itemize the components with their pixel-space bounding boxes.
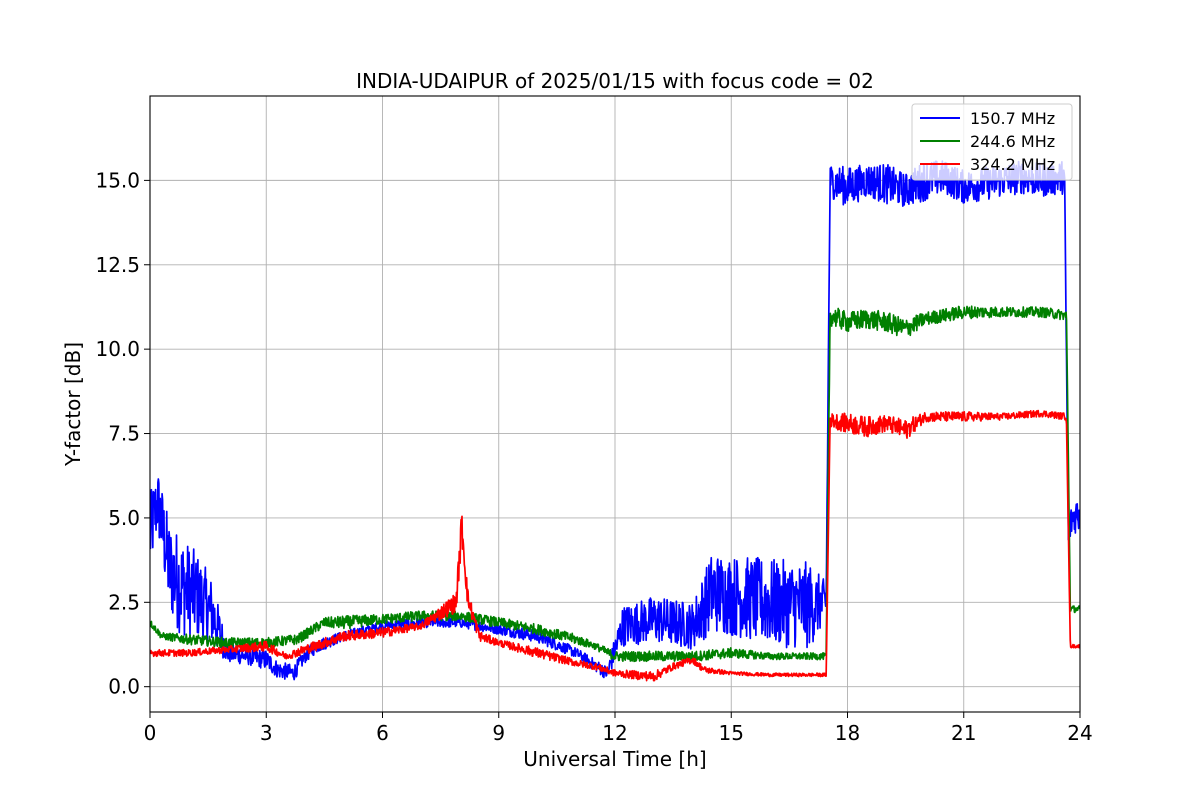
x-tick-label: 6 xyxy=(376,721,389,745)
y-tick-label: 0.0 xyxy=(108,675,140,699)
series-line-3 xyxy=(150,409,1080,682)
axis-ticks: 0 3 6 9 12 15 18 21 24 0.0 2.5 5.0 7.5 10.0 12.5 15.0 xyxy=(95,168,1092,745)
legend-label: 150.7 MHz xyxy=(970,109,1055,128)
legend-label: 324.2 MHz xyxy=(970,155,1055,174)
x-tick-label: 21 xyxy=(951,721,976,745)
x-tick-label: 18 xyxy=(835,721,860,745)
series-line-1 xyxy=(150,160,1080,681)
y-tick-label: 10.0 xyxy=(95,337,140,361)
x-axis-label: Universal Time [h] xyxy=(523,747,706,771)
x-tick-label: 15 xyxy=(719,721,744,745)
y-tick-label: 15.0 xyxy=(95,168,140,192)
y-tick-label: 7.5 xyxy=(108,422,140,446)
x-tick-label: 24 xyxy=(1067,721,1092,745)
x-tick-label: 3 xyxy=(260,721,273,745)
x-tick-label: 9 xyxy=(492,721,505,745)
y-tick-label: 5.0 xyxy=(108,506,140,530)
legend-box xyxy=(911,103,1073,181)
plot-area xyxy=(150,160,1080,682)
x-tick-label: 12 xyxy=(602,721,627,745)
legend-label: 244.6 MHz xyxy=(970,132,1055,151)
y-tick-label: 2.5 xyxy=(108,590,140,614)
x-tick-label: 0 xyxy=(144,721,157,745)
grid xyxy=(149,96,1081,712)
legend: 150.7 MHz 244.6 MHz 324.2 MHz xyxy=(911,103,1073,181)
series-line-2 xyxy=(150,305,1080,663)
chart-title: INDIA-UDAIPUR of 2025/01/15 with focus c… xyxy=(356,69,874,93)
y-axis-label: Y-factor [dB] xyxy=(61,342,85,467)
y-tick-label: 12.5 xyxy=(95,253,140,277)
